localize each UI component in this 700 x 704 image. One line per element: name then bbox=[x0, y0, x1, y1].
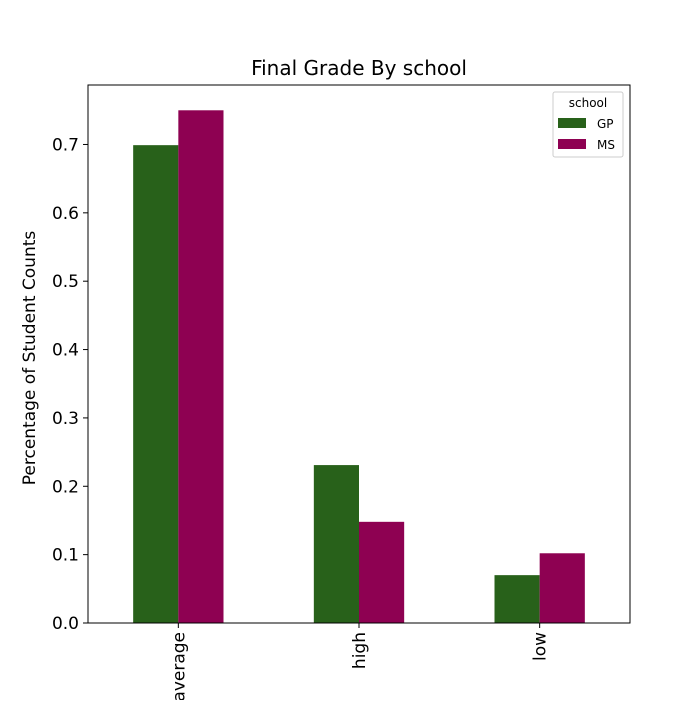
legend: school GP MS bbox=[552, 91, 624, 158]
x-axis-ticks: average high low bbox=[169, 623, 551, 702]
y-tick-label: 0.4 bbox=[52, 341, 79, 361]
bar-ms-high bbox=[359, 521, 405, 623]
x-tick-label-high: high bbox=[350, 632, 370, 669]
bar-gp-average bbox=[133, 145, 179, 623]
y-tick-label: 0.7 bbox=[52, 135, 79, 155]
y-tick-label: 0.2 bbox=[52, 477, 79, 497]
x-tick-label-average: average bbox=[169, 632, 189, 700]
bar-gp-low bbox=[494, 575, 540, 623]
bar-gp-high bbox=[313, 465, 359, 623]
plot-area-frame bbox=[87, 84, 631, 624]
y-axis-label: Percentage of Student Counts bbox=[20, 231, 40, 486]
y-tick-label: 0.6 bbox=[52, 204, 79, 224]
y-tick-label: 0.3 bbox=[52, 409, 79, 429]
y-tick-label: 0.1 bbox=[52, 546, 79, 566]
legend-swatch-ms bbox=[558, 139, 586, 149]
bar-ms-low bbox=[539, 553, 585, 623]
bars-group bbox=[133, 110, 585, 623]
x-tick-label-low: low bbox=[531, 632, 551, 661]
legend-items: GP MS bbox=[558, 117, 615, 152]
chart-title: Final Grade By school bbox=[251, 56, 467, 80]
legend-swatch-gp bbox=[558, 118, 586, 128]
legend-label-gp: GP bbox=[597, 117, 614, 131]
legend-label-ms: MS bbox=[597, 138, 615, 152]
y-tick-label: 0.5 bbox=[52, 272, 79, 292]
y-axis-ticks: 0.0 0.1 0.2 0.3 0.4 0.5 0.6 0.7 bbox=[52, 135, 88, 634]
bar-ms-average bbox=[178, 110, 224, 623]
legend-title: school bbox=[569, 96, 607, 110]
y-tick-label: 0.0 bbox=[52, 614, 79, 634]
